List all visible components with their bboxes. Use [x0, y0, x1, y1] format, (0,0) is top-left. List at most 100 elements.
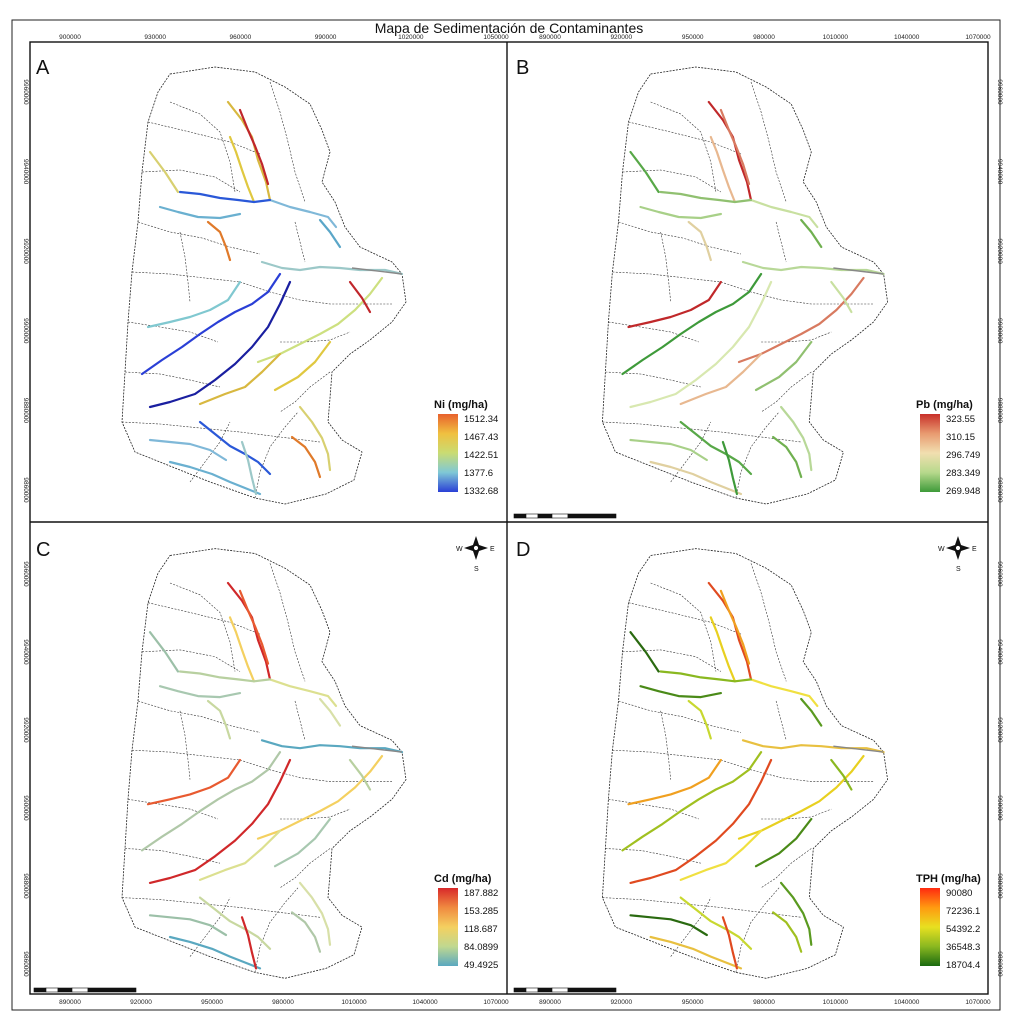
y-tick-label: 9900000 [996, 795, 1003, 821]
x-tick-label: 900000 [59, 34, 81, 41]
sub-basin-boundary [280, 808, 351, 820]
x-tick-label: 1070000 [965, 999, 991, 1006]
legend-title: TPH (mg/ha) [916, 873, 981, 885]
x-tick-label: 1040000 [894, 34, 920, 41]
x-tick-label: 920000 [610, 999, 632, 1006]
map-panel-d: D 890000 920000 950000 980000 1010000 1040000 1… [513, 536, 1003, 1006]
river-segment [240, 916, 258, 970]
y-tick-label: 9860000 [22, 477, 29, 503]
x-tick-label: 980000 [753, 34, 775, 41]
north-label-w: W [456, 546, 463, 553]
sub-basin-boundary [608, 799, 699, 820]
legend-value: 1377.6 [464, 468, 493, 479]
river-segment [771, 911, 803, 953]
y-tick-label: 9860000 [22, 951, 29, 977]
x-tick-label: 1050000 [483, 34, 509, 41]
north-arrow-icon: W E S [456, 536, 495, 573]
river-segment [140, 750, 282, 852]
x-tick-label: 1070000 [483, 999, 509, 1006]
panel-letter: A [36, 57, 50, 79]
river-segment [800, 218, 823, 249]
sub-basin-boundary [622, 169, 722, 193]
outlet-line [833, 267, 884, 275]
sub-basin-boundary [137, 221, 261, 255]
river-segment [800, 697, 823, 727]
river-segment [148, 914, 228, 937]
x-tick-label: 1040000 [412, 999, 438, 1006]
legend-color-ramp [920, 888, 940, 966]
river-segment [140, 272, 282, 376]
river-segment [228, 616, 256, 683]
river-segment [627, 758, 723, 806]
sub-basin-boundary [254, 887, 299, 973]
river-segment [206, 220, 232, 262]
river-segment [741, 739, 885, 754]
map-panel-a: A 900000 930000 960000 990000 1020000 1050000 9… [22, 34, 509, 505]
sub-basin-boundary [628, 121, 742, 155]
legend-value: 283.349 [946, 468, 980, 479]
sub-basin-boundary [775, 221, 787, 263]
river-segment [148, 280, 292, 409]
x-tick-label: 950000 [682, 999, 704, 1006]
north-label-e: E [490, 546, 495, 553]
river-segment [679, 420, 753, 476]
x-tick-label: 890000 [59, 999, 81, 1006]
sub-basin-boundary [294, 221, 306, 263]
y-tick-label: 9960000 [996, 561, 1003, 587]
river-segment [206, 699, 232, 740]
x-tick-label: 950000 [201, 999, 223, 1006]
river-segment [256, 276, 384, 364]
sub-basin-boundary [254, 411, 299, 499]
sub-basin-boundary [650, 101, 717, 193]
x-tick-label: 920000 [130, 999, 152, 1006]
north-arrow-icon: W E S [938, 536, 977, 573]
river-segment [168, 935, 262, 970]
sub-basin-boundary [169, 101, 236, 193]
sub-basin-boundary [660, 710, 671, 780]
river-segment [240, 440, 258, 496]
y-tick-label: 9940000 [996, 639, 1003, 665]
scale-bar [33, 987, 137, 993]
legend-value: 1422.51 [464, 450, 498, 461]
sub-basin-boundary [121, 897, 321, 918]
y-tick-label: 9940000 [22, 159, 29, 185]
river-segment [779, 405, 813, 472]
river-segment [238, 589, 270, 665]
sub-basin-boundary [612, 749, 721, 761]
river-segment [754, 817, 813, 868]
legend-value: 36548.3 [946, 942, 980, 953]
north-label-w: W [938, 546, 945, 553]
legend-value: 323.55 [946, 414, 975, 425]
river-segment [148, 150, 180, 194]
sub-basin-boundary [131, 749, 241, 761]
river-segment [719, 108, 751, 186]
watershed-outline [601, 66, 889, 505]
sub-basin-boundary [169, 582, 236, 672]
sub-basin-boundary [279, 848, 331, 889]
river-segment [679, 352, 763, 406]
panel-letter: C [36, 539, 50, 561]
panel-letter: D [516, 539, 530, 561]
river-segment [146, 758, 242, 806]
y-tick-label: 9880000 [996, 873, 1003, 899]
sub-basin-boundary [602, 421, 802, 443]
legend-value: 187.882 [464, 888, 498, 899]
river-segment [737, 754, 865, 840]
y-tick-label: 9860000 [996, 477, 1003, 503]
sub-basin-boundary [280, 331, 351, 343]
river-segment [639, 685, 723, 699]
river-segment [168, 460, 262, 496]
sub-basin-boundary [269, 563, 306, 682]
legend-value: 90080 [946, 888, 972, 899]
y-tick-label: 9960000 [22, 79, 29, 105]
sub-basin-boundary [750, 81, 787, 203]
river-segment [721, 916, 739, 970]
river-segment [659, 670, 753, 683]
legend-value: 118.687 [464, 924, 498, 935]
y-tick-label: 9900000 [22, 318, 29, 344]
river-segment [629, 438, 708, 462]
y-tick-label: 9940000 [996, 159, 1003, 185]
river-segment [290, 911, 322, 953]
sub-basin-boundary [760, 848, 812, 889]
legend-value: 18704.4 [946, 960, 980, 971]
